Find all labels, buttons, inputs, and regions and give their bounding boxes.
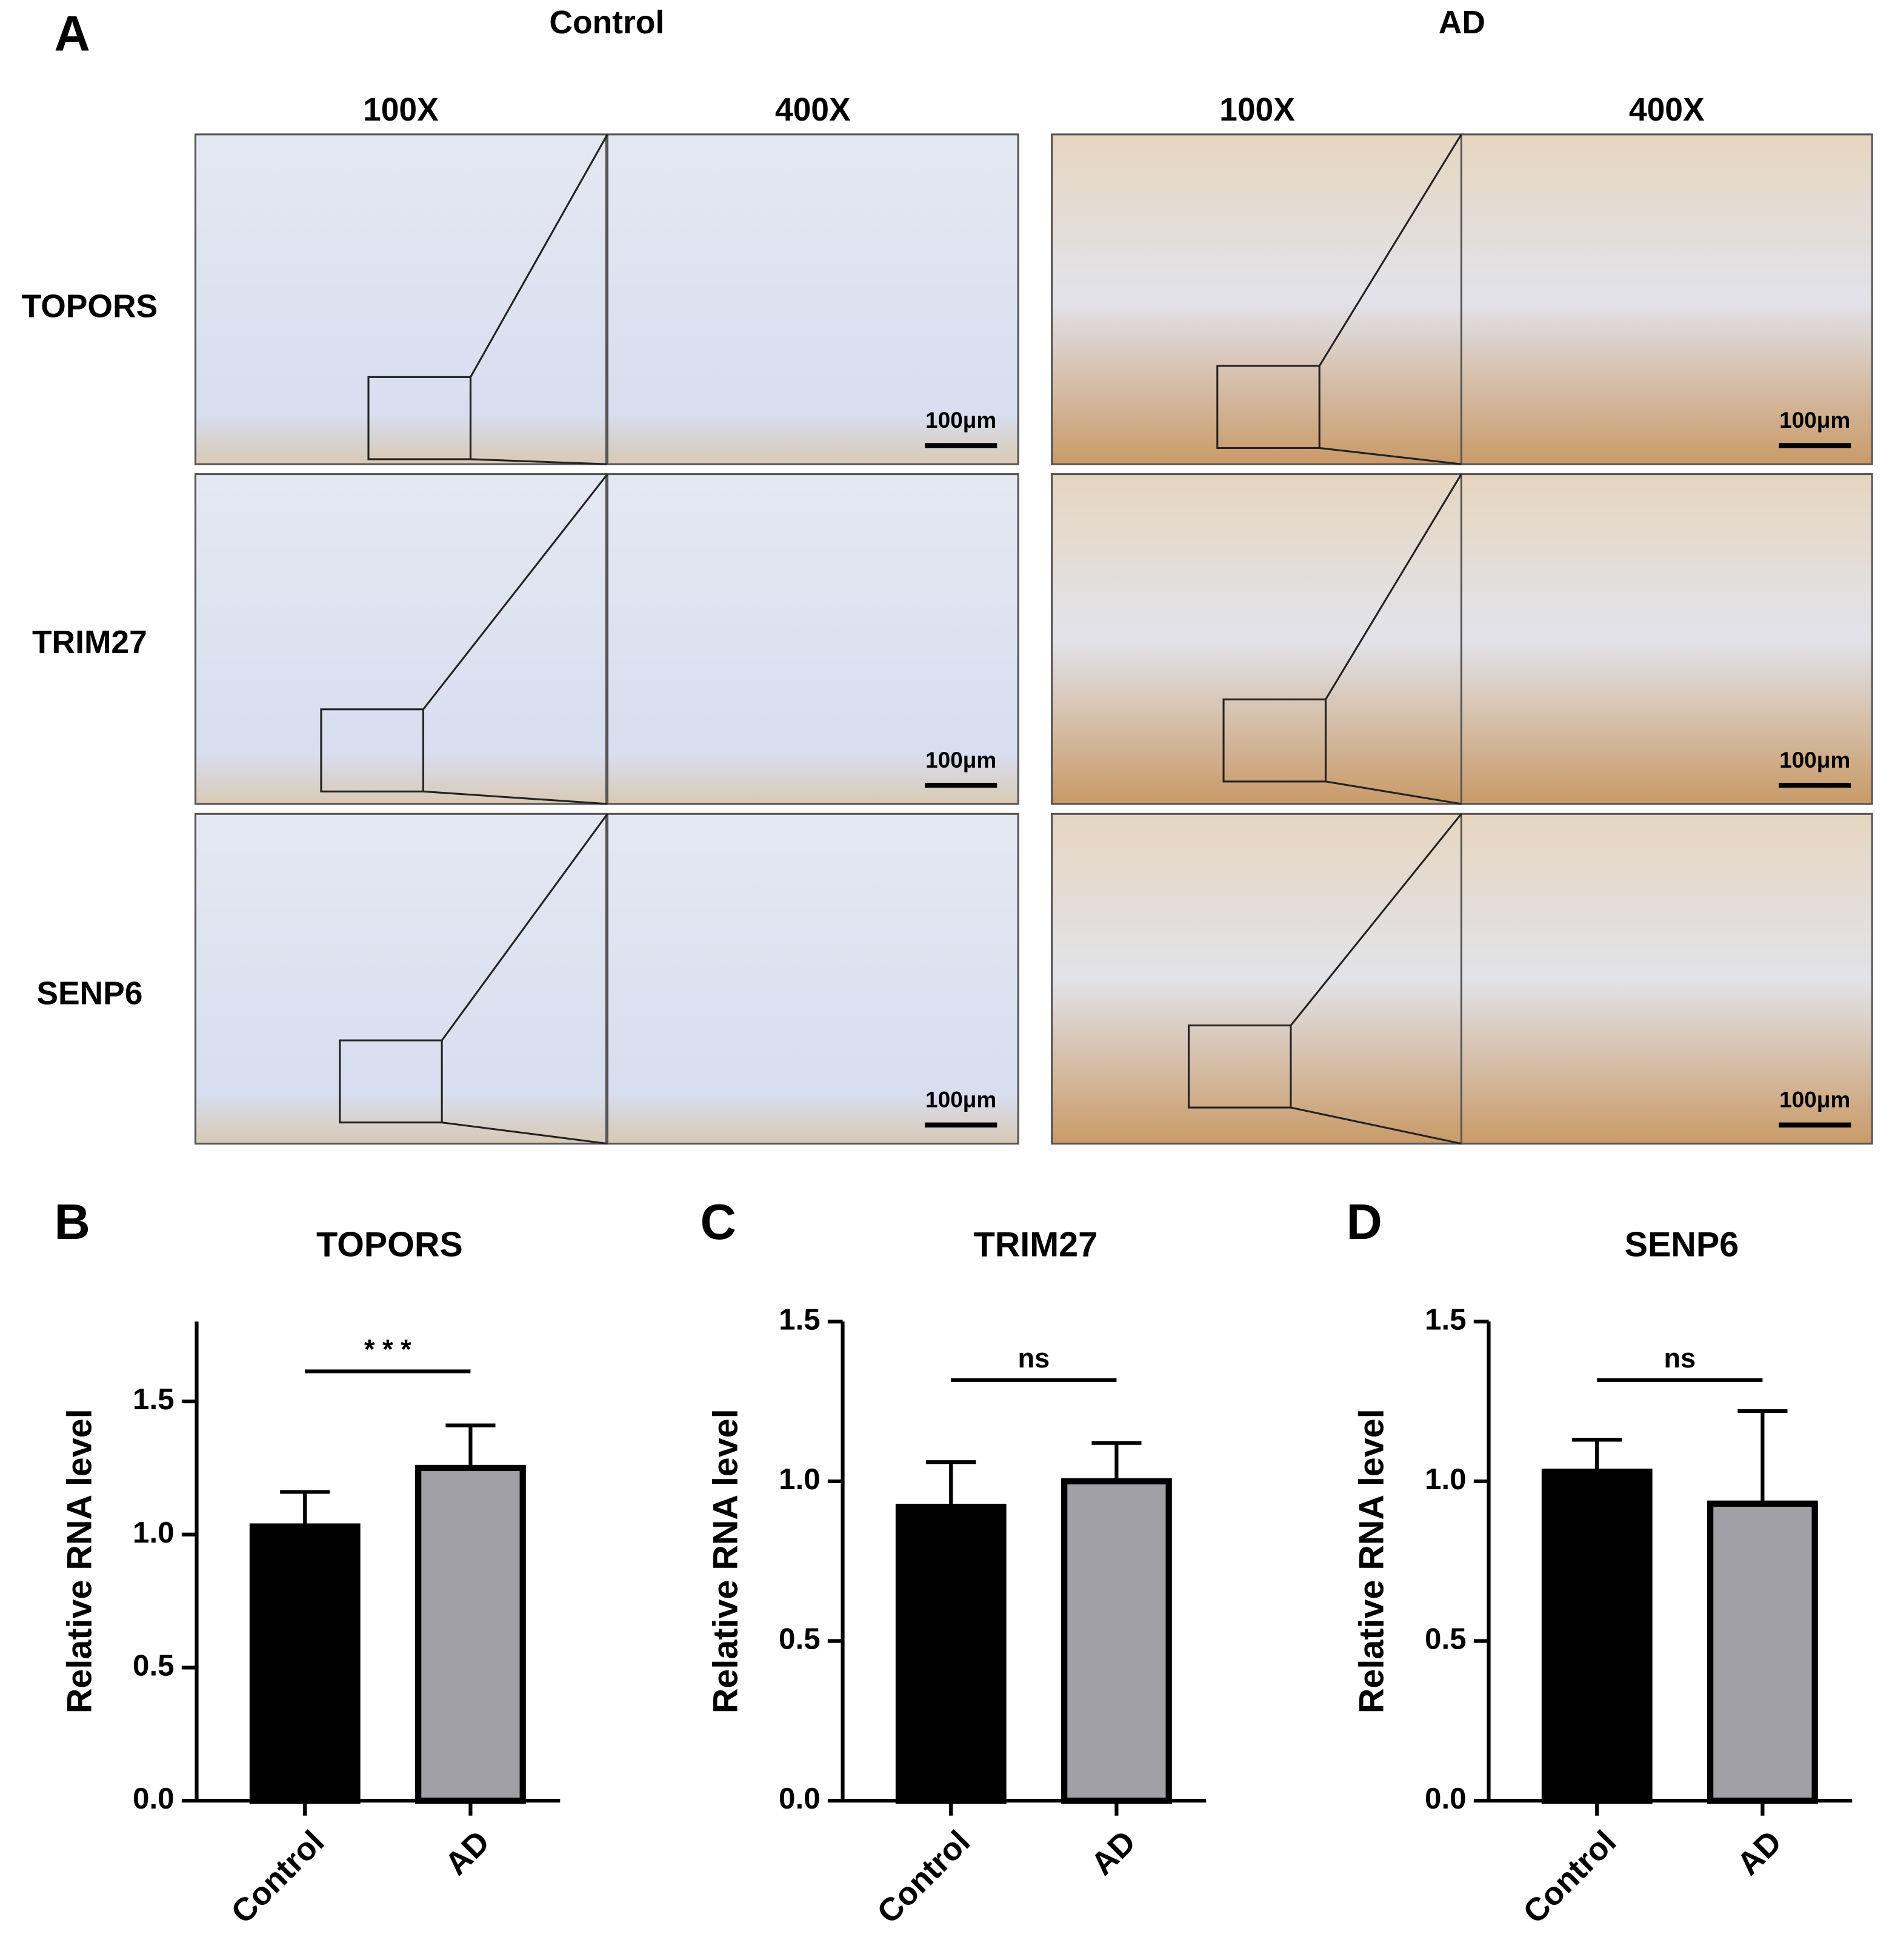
significance-label: * * * xyxy=(364,1334,411,1365)
zoom-line xyxy=(470,134,608,378)
zoom-line xyxy=(1318,134,1462,367)
y-tick-label: 1.0 xyxy=(779,1463,821,1496)
zoom-line xyxy=(422,473,608,710)
scale-bar-label: 100μm xyxy=(925,1088,996,1112)
panel-label: A xyxy=(54,6,90,61)
chart-title: SENP6 xyxy=(1625,1225,1739,1264)
magnification-label: 100X xyxy=(1219,92,1295,128)
y-tick-label: 1.0 xyxy=(133,1516,175,1549)
zoom-line xyxy=(1290,813,1462,1026)
y-axis-label: Relative RNA level xyxy=(707,1409,745,1713)
bar xyxy=(1707,1500,1818,1804)
x-tick-label: AD xyxy=(438,1824,496,1882)
micrograph xyxy=(606,133,1019,465)
scale-bar-label: 100μm xyxy=(925,408,996,433)
y-tick-label: 1.5 xyxy=(133,1383,175,1416)
significance-label: ns xyxy=(1664,1343,1696,1374)
significance-label: ns xyxy=(1018,1343,1050,1374)
y-tick-label: 0.5 xyxy=(133,1649,175,1682)
micrograph xyxy=(606,812,1019,1145)
micrograph xyxy=(1051,133,1464,465)
scale-bar-label: 100μm xyxy=(1779,748,1850,772)
zoom-box xyxy=(1222,698,1327,783)
y-tick-label: 0.0 xyxy=(133,1782,175,1815)
scale-bar-label: 100μm xyxy=(1779,1088,1850,1112)
row-label: SENP6 xyxy=(36,975,142,1011)
magnification-label: 100X xyxy=(363,92,439,128)
y-tick-label: 0.5 xyxy=(1425,1623,1467,1656)
y-tick-label: 1.5 xyxy=(1425,1303,1467,1336)
micrograph xyxy=(194,812,607,1145)
y-tick-label: 0.0 xyxy=(779,1782,821,1815)
row-label: TOPORS xyxy=(22,289,158,325)
bar xyxy=(1541,1468,1653,1804)
zoom-box xyxy=(1187,1024,1292,1109)
y-tick-label: 1.5 xyxy=(779,1303,821,1336)
micrograph xyxy=(1460,133,1873,465)
magnification-label: 400X xyxy=(1629,92,1705,128)
zoom-line xyxy=(441,813,608,1041)
zoom-line xyxy=(470,458,608,465)
chart-title: TOPORS xyxy=(316,1225,463,1264)
x-tick-label: Control xyxy=(1516,1824,1623,1930)
micrograph xyxy=(606,473,1019,805)
y-axis-label: Relative RNA level xyxy=(1353,1409,1391,1713)
magnification-label: 400X xyxy=(775,92,851,128)
zoom-line xyxy=(1290,1106,1462,1145)
x-tick-label: Control xyxy=(224,1824,331,1930)
zoom-box xyxy=(1216,365,1321,449)
bar xyxy=(415,1464,526,1804)
x-tick-label: Control xyxy=(870,1824,977,1930)
zoom-line xyxy=(423,790,608,805)
zoom-line xyxy=(441,1121,608,1145)
micrograph xyxy=(1460,812,1873,1145)
group-label: Control xyxy=(549,5,664,41)
y-axis-label: Relative RNA level xyxy=(61,1409,99,1713)
micrograph xyxy=(1051,812,1464,1145)
scale-bar-label: 100μm xyxy=(925,748,996,772)
y-tick-label: 1.0 xyxy=(1425,1463,1467,1496)
bar xyxy=(1061,1478,1172,1804)
panel-label: C xyxy=(700,1195,736,1250)
zoom-line xyxy=(1325,473,1462,700)
micrograph xyxy=(194,133,607,465)
scale-bar-label: 100μm xyxy=(1779,408,1850,433)
micrograph xyxy=(194,473,607,805)
x-tick-label: AD xyxy=(1084,1824,1142,1882)
zoom-line xyxy=(1325,780,1462,805)
zoom-box xyxy=(367,376,471,460)
bar xyxy=(895,1503,1007,1804)
panel-label: D xyxy=(1346,1195,1382,1250)
zoom-box xyxy=(339,1039,443,1124)
zoom-line xyxy=(1319,447,1462,465)
panel-label: B xyxy=(54,1195,90,1250)
micrograph xyxy=(1460,473,1873,805)
row-label: TRIM27 xyxy=(32,625,147,660)
chart-title: TRIM27 xyxy=(974,1225,1098,1264)
y-tick-label: 0.5 xyxy=(779,1623,821,1656)
bar xyxy=(249,1523,361,1804)
zoom-box xyxy=(320,708,424,792)
y-tick-label: 0.0 xyxy=(1425,1782,1467,1815)
x-tick-label: AD xyxy=(1730,1824,1788,1882)
micrograph xyxy=(1051,473,1464,805)
group-label: AD xyxy=(1439,5,1485,41)
